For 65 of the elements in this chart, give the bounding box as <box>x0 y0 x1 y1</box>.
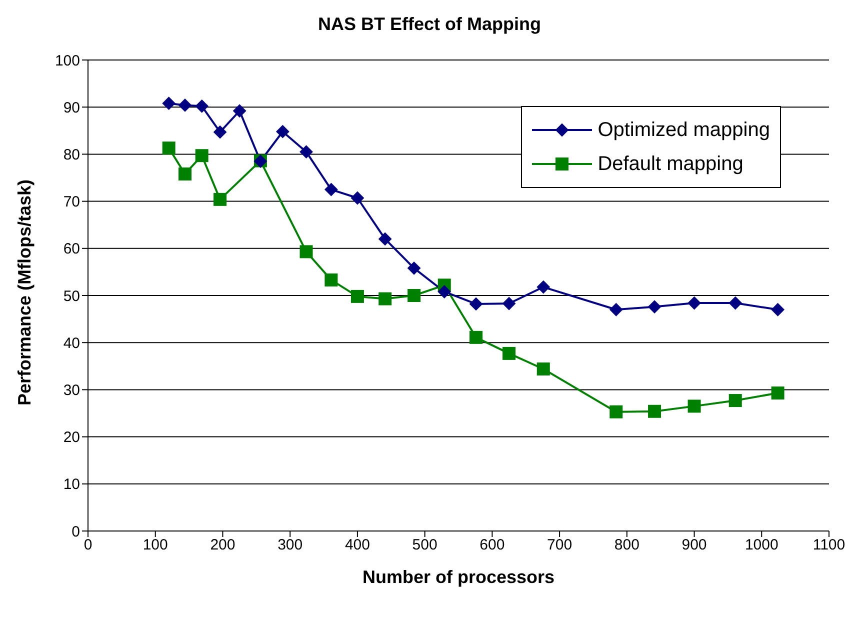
y-tick-label: 60 <box>63 240 80 258</box>
point <box>408 262 421 275</box>
point <box>502 297 516 310</box>
point <box>438 285 451 298</box>
y-axis-title: Performance (Mflops/task) <box>14 179 34 406</box>
point <box>728 394 742 408</box>
point <box>648 404 662 418</box>
point <box>178 98 192 112</box>
y-tick-label: 100 <box>54 52 80 70</box>
x-tick-label: 200 <box>210 536 236 554</box>
y-tick-label: 40 <box>63 334 80 352</box>
point <box>536 280 550 294</box>
point <box>610 303 623 316</box>
legend-label: Default mapping <box>598 152 744 176</box>
x-axis-title: Number of processors <box>362 567 555 587</box>
legend-label: Optimized mapping <box>598 118 770 142</box>
y-tick-label: 70 <box>63 194 80 211</box>
point <box>324 273 338 286</box>
x-tick-label: 1100 <box>812 536 846 554</box>
point <box>688 400 701 413</box>
point <box>771 386 784 400</box>
point <box>214 126 227 139</box>
x-tick-label: 700 <box>547 536 572 554</box>
x-tick-label: 300 <box>278 536 303 554</box>
x-tick-label: 400 <box>344 536 370 554</box>
point <box>378 292 392 306</box>
point <box>300 145 313 158</box>
point <box>610 405 623 418</box>
x-tick-label: 0 <box>84 536 92 554</box>
point <box>536 362 550 376</box>
x-tick-label: 500 <box>412 536 438 554</box>
point <box>408 289 421 302</box>
y-tick-label: 80 <box>63 146 80 164</box>
point <box>378 232 392 246</box>
point <box>324 183 338 196</box>
point <box>502 346 516 360</box>
point <box>214 192 227 206</box>
y-tick-label: 50 <box>63 288 80 305</box>
x-tick-label: 100 <box>142 536 168 554</box>
y-tick-label: 90 <box>63 99 80 116</box>
point <box>162 96 176 110</box>
y-tick-label: 30 <box>63 382 80 400</box>
point <box>195 100 208 113</box>
x-tick-label: 600 <box>480 536 505 554</box>
point <box>688 296 701 310</box>
point <box>300 245 313 258</box>
point <box>648 300 662 314</box>
chart-title: NAS BT Effect of Mapping <box>317 14 542 35</box>
y-tick-label: 20 <box>63 429 80 446</box>
point <box>728 296 742 310</box>
y-tick-label: 0 <box>72 523 80 540</box>
x-tick-label: 1000 <box>744 536 778 554</box>
point <box>195 149 208 162</box>
y-tick-label: 10 <box>63 476 80 494</box>
point <box>162 142 176 155</box>
point <box>233 104 246 118</box>
x-tick-label: 900 <box>682 536 707 554</box>
x-tick-label: 800 <box>614 536 640 554</box>
point <box>470 330 483 344</box>
point <box>771 303 784 316</box>
point <box>178 167 192 180</box>
point <box>350 192 364 205</box>
point <box>470 297 483 310</box>
point <box>350 290 364 303</box>
point <box>276 125 290 138</box>
